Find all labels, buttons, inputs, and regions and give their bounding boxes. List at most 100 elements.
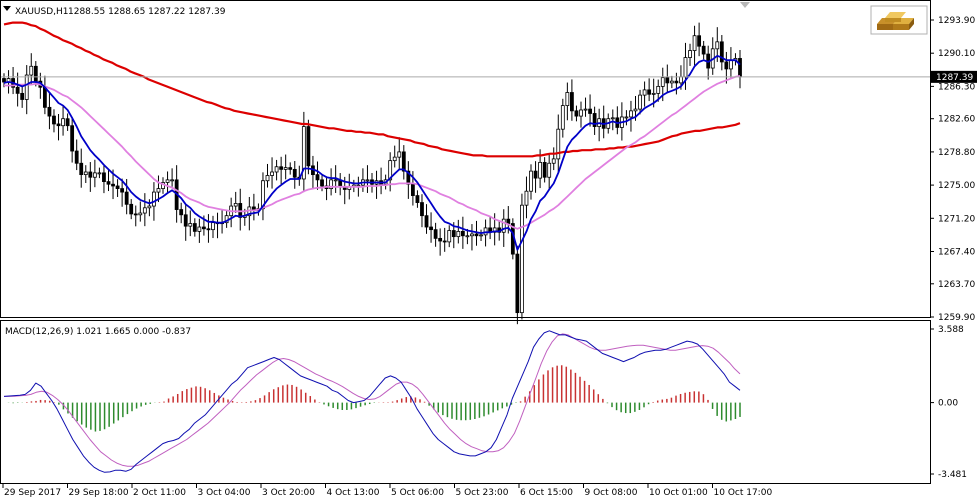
candle-body [79,162,84,176]
candle-body [301,126,306,180]
candle-body [579,109,583,117]
time-tick-label: 3 Oct 20:00 [262,488,315,498]
candle-body [270,171,274,176]
macd-main-line [3,330,741,473]
candle-body [642,89,647,96]
macd-axis: 3.588 0.00 -3.481 [930,325,967,480]
candle-body [288,167,293,170]
time-tick-label: 4 Oct 13:00 [327,488,380,498]
price-tick-label: 1278.80 [938,148,975,158]
price-tick-label: 1271.20 [938,214,975,224]
price-tick-label: 1282.60 [938,115,975,125]
macd-histogram [7,365,741,432]
candle-body [202,226,206,230]
candle-body [292,168,297,178]
time-tick-label: 2 Oct 11:00 [133,488,186,498]
candle-body [515,253,520,314]
candle-body [474,233,479,237]
candle-body [142,207,147,214]
candle-body [624,116,629,119]
candle-body [102,172,106,183]
candle-body [465,235,470,238]
candle-body [424,215,429,228]
time-tick-label: 5 Oct 23:00 [456,488,509,498]
candle-body [133,213,138,216]
candle-body [74,150,79,164]
time-axis: 29 Sep 2017 29 Sep 18:00 2 Oct 11:00 3 Oct … [2,484,772,498]
candle-body [470,233,474,237]
candle-body [65,118,70,127]
macd-indicator-label: MACD(12,26,9) 1.021 1.665 0.000 -0.837 [5,327,191,337]
candle-body [665,77,670,84]
gold-bars-icon [870,5,928,35]
candle-body [52,115,56,125]
candle-body [188,223,193,227]
indicator-lines [3,21,741,473]
candle-body [456,230,461,238]
candle-body [115,185,120,189]
macd-tick-label: 0.00 [938,399,958,409]
chart-symbol-label: XAUUSD,H1 [15,7,69,17]
price-tick-label: 1290.10 [938,49,975,59]
candle-body [701,45,706,55]
candle-body [274,166,279,173]
candle-body [501,218,506,233]
candle-body [111,183,115,187]
candle-body [83,171,88,176]
candle-body [460,230,465,237]
candle-body [533,170,538,179]
candle-body [692,35,697,51]
candle-body [283,167,288,170]
candle-body [724,61,729,70]
candle-body [147,205,152,209]
price-axis: 1293.90 1290.10 1286.30 1282.60 1278.80 1275.… [930,16,975,323]
candle-body [669,80,674,84]
candle-body [719,41,724,63]
candle-body [392,156,397,162]
candle-body [24,74,29,100]
current-price-label: 1287.39 [936,73,973,83]
candle-body [129,203,134,215]
candle-body [638,94,642,110]
candle-body [570,92,574,112]
chevron-down-icon[interactable] [3,6,11,11]
candle-body [610,117,615,120]
candle-body [715,41,720,50]
candle-body [565,92,570,107]
candle-body [483,227,488,236]
candle-body [542,161,547,178]
candle-body [588,108,592,114]
time-tick-label: 6 Oct 15:00 [520,488,573,498]
candle-body [265,175,270,182]
candle-body [306,126,311,167]
price-tick-label: 1267.40 [938,247,975,257]
candle-body [197,226,202,232]
candle-body [152,191,156,207]
candle-body [629,110,633,118]
candle-body [520,204,524,314]
candle-body [320,179,324,187]
chart-shift-marker-icon[interactable] [740,2,750,8]
candle-body [656,85,661,94]
time-tick-label: 29 Sep 18:00 [69,488,129,498]
candle-body [156,188,161,193]
candle-body [551,158,556,164]
candle-body [556,128,561,160]
slow-moving-average-line [4,75,741,230]
candle-body [92,172,97,178]
candle-body [365,179,370,182]
candle-body [388,160,393,181]
candle-body [651,92,656,95]
candle-body [20,92,25,100]
price-tick-label: 1286.30 [938,82,975,92]
candle-body [47,106,52,117]
candle-body [415,195,420,203]
candle-body [697,35,702,47]
candle-body [124,191,129,205]
candle-body [574,110,579,117]
candle-body [88,171,93,178]
candle-body [438,237,443,242]
candle-body [97,172,102,175]
